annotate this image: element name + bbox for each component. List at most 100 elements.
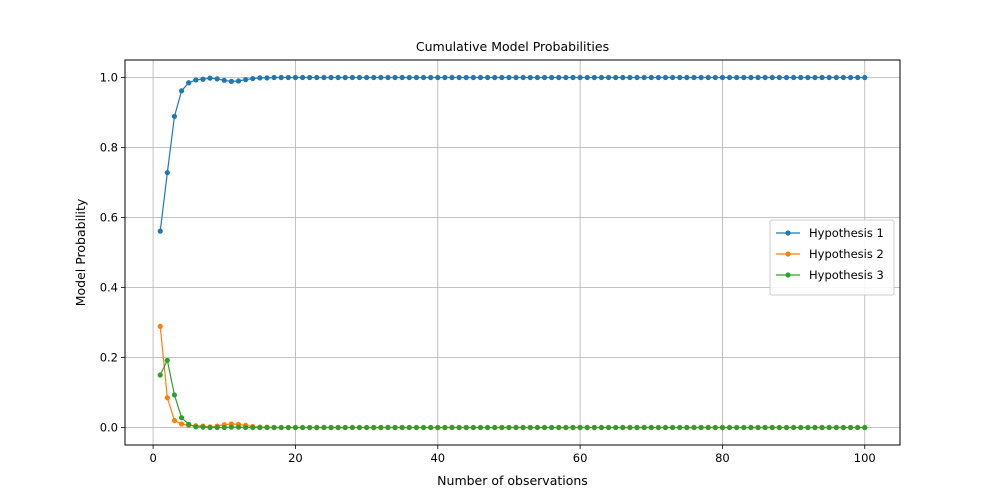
data-point <box>420 424 427 431</box>
data-point <box>819 74 825 81</box>
chart-title: Cumulative Model Probabilities <box>416 39 609 54</box>
data-point <box>527 424 533 431</box>
data-point <box>613 74 619 81</box>
data-point <box>456 424 462 431</box>
data-point <box>349 74 355 81</box>
data-point <box>307 424 313 431</box>
data-point <box>855 74 861 81</box>
legend-marker <box>785 230 791 236</box>
data-point <box>698 74 704 81</box>
data-point <box>178 415 185 421</box>
data-point <box>627 424 633 431</box>
data-point <box>833 424 839 431</box>
data-point <box>243 424 249 431</box>
data-point <box>214 424 220 431</box>
data-point <box>840 74 847 81</box>
data-point <box>577 74 583 81</box>
data-point <box>691 74 697 81</box>
data-point <box>705 74 711 81</box>
legend-marker <box>785 272 791 278</box>
data-point <box>584 74 590 81</box>
legend-label: Hypothesis 1 <box>809 226 884 240</box>
data-point <box>705 424 711 431</box>
data-point <box>620 424 626 431</box>
data-point <box>364 424 370 431</box>
data-point <box>342 424 348 431</box>
data-point <box>541 74 548 81</box>
data-point <box>484 424 491 431</box>
data-point <box>819 424 825 431</box>
data-point <box>292 424 299 431</box>
data-point <box>847 424 854 431</box>
data-point <box>314 74 320 81</box>
data-point <box>741 424 747 431</box>
y-tick-label: 0.2 <box>100 351 118 365</box>
data-point <box>243 77 249 83</box>
data-point <box>492 424 498 431</box>
data-point <box>670 74 676 81</box>
data-point <box>605 74 612 81</box>
data-point <box>726 424 733 431</box>
data-point <box>228 78 234 84</box>
data-point <box>413 74 420 81</box>
data-point <box>356 74 363 81</box>
data-point <box>406 424 412 431</box>
data-point <box>449 74 455 81</box>
series-3 <box>157 357 868 431</box>
data-point <box>783 424 790 431</box>
data-point <box>271 424 277 431</box>
data-point <box>762 74 768 81</box>
data-point <box>285 74 291 81</box>
data-point <box>221 77 227 83</box>
data-point <box>598 74 605 81</box>
data-point <box>392 74 398 81</box>
data-point <box>250 75 256 82</box>
data-point <box>428 74 434 81</box>
data-point <box>641 74 647 81</box>
data-point <box>178 421 185 427</box>
y-tick-label: 1.0 <box>100 71 118 85</box>
data-point <box>214 76 220 82</box>
data-point <box>235 78 242 84</box>
data-point <box>477 74 484 81</box>
data-point <box>463 74 469 81</box>
legend-box <box>769 219 895 296</box>
data-point <box>549 424 555 431</box>
y-tick-label: 0.0 <box>100 421 118 435</box>
data-point <box>783 74 790 81</box>
data-point <box>193 77 199 83</box>
y-tick-label: 0.4 <box>100 281 118 295</box>
data-point <box>712 74 718 81</box>
y-tick-label: 0.6 <box>100 211 118 225</box>
data-point <box>328 424 334 431</box>
data-point <box>164 395 170 401</box>
data-point <box>719 74 726 81</box>
data-point <box>171 113 178 119</box>
data-point <box>157 323 163 329</box>
data-point <box>420 74 427 81</box>
legend-item: Hypothesis 3 <box>776 268 884 282</box>
data-point <box>435 74 441 81</box>
x-tick-label: 40 <box>430 451 445 465</box>
legend-item: Hypothesis 1 <box>776 226 884 240</box>
data-point <box>563 424 569 431</box>
data-point <box>520 424 526 431</box>
data-point <box>349 424 355 431</box>
data-point <box>435 424 441 431</box>
legend-item: Hypothesis 2 <box>776 247 884 261</box>
data-point <box>591 424 597 431</box>
data-point <box>200 424 206 430</box>
data-point <box>847 74 854 81</box>
data-point <box>364 74 370 81</box>
data-point <box>776 424 782 431</box>
data-point <box>371 424 377 431</box>
data-point <box>556 74 562 81</box>
data-point <box>534 424 541 431</box>
data-point <box>684 424 690 431</box>
data-point <box>292 74 299 81</box>
data-point <box>314 424 320 431</box>
data-point <box>193 424 199 430</box>
data-point <box>584 424 590 431</box>
data-point <box>563 74 569 81</box>
